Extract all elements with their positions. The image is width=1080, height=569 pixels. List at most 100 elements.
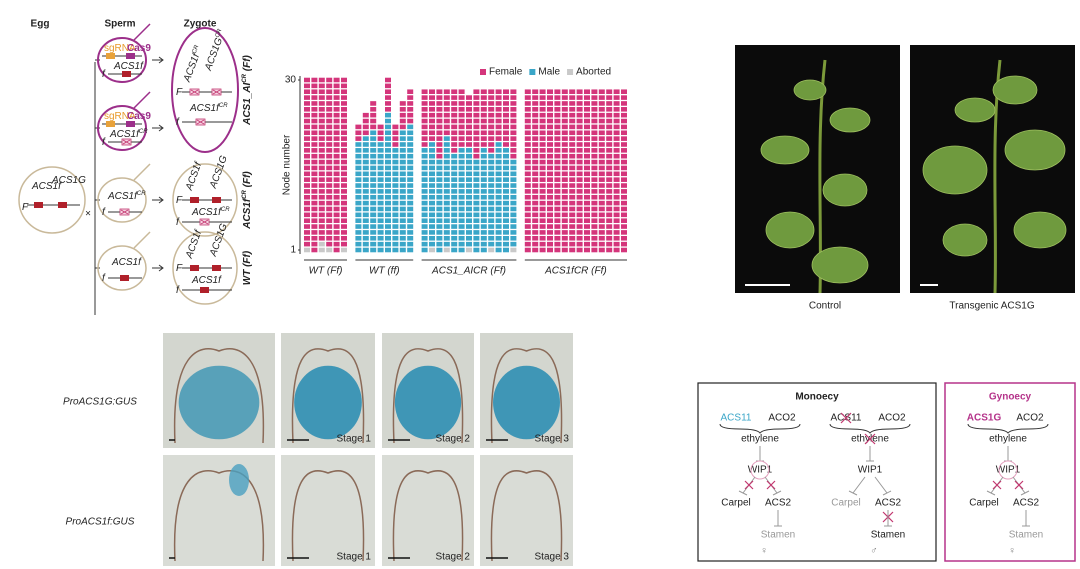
- node-cell: [377, 153, 384, 159]
- node-cell: [532, 95, 539, 100]
- node-cell: [429, 112, 435, 118]
- node-cell: [561, 142, 568, 147]
- node-cell: [621, 189, 627, 194]
- node-cell: [451, 194, 458, 200]
- node-cell: [362, 218, 369, 223]
- node-cell: [399, 142, 406, 147]
- node-cell: [480, 148, 487, 153]
- node-cell: [473, 89, 480, 95]
- node-cell: [569, 95, 576, 100]
- node-cell: [377, 124, 384, 130]
- node-cell: [326, 183, 333, 188]
- node-cell: [561, 171, 568, 177]
- node-cell: [429, 177, 435, 182]
- node-cell: [436, 101, 443, 106]
- node-cell: [613, 136, 620, 141]
- node-cell: [598, 224, 605, 229]
- node-cell: [524, 177, 531, 182]
- node-cell: [451, 177, 458, 182]
- node-cell: [443, 200, 450, 206]
- group-label: ACS1fCR (Ff): [544, 266, 607, 277]
- node-cell: [613, 212, 620, 218]
- node-cell: [436, 183, 443, 188]
- node-cell: [576, 200, 583, 206]
- node-cell: [407, 224, 414, 229]
- node-cell: [421, 112, 428, 118]
- node-cell: [569, 200, 576, 206]
- node-cell: [341, 142, 347, 147]
- cell-outline: [97, 105, 147, 151]
- genotype-label: ACS1fCR (Ff): [242, 171, 253, 230]
- node-cell: [524, 130, 531, 136]
- node-cell: [326, 107, 333, 112]
- node-cell: [370, 206, 377, 212]
- node-cell: [370, 241, 377, 247]
- node-cell: [495, 247, 502, 253]
- node-cell: [554, 241, 561, 247]
- node-cell: [407, 200, 414, 206]
- node-cell: [613, 118, 620, 124]
- node-cell: [569, 218, 576, 223]
- node-cell: [399, 235, 406, 241]
- node-cell: [318, 189, 325, 194]
- node-cell: [576, 218, 583, 223]
- node-cell: [524, 159, 531, 165]
- node-cell: [532, 177, 539, 182]
- node-cell: [333, 153, 340, 159]
- node-cell: [341, 101, 347, 106]
- node-cell: [584, 112, 590, 118]
- node-cell: [399, 101, 406, 106]
- node-cell: [311, 107, 318, 112]
- node-cell: [318, 230, 325, 235]
- tissue-outline: [173, 470, 265, 562]
- node-cell: [547, 142, 553, 147]
- node-cell: [392, 224, 399, 229]
- text-part: ACS1G: [51, 175, 86, 186]
- node-cell: [458, 235, 465, 241]
- column-header: Zygote: [184, 19, 217, 30]
- cell-outline: [171, 27, 239, 153]
- node-cell: [503, 224, 509, 229]
- node-cell: [621, 165, 627, 171]
- node-cell: [466, 183, 472, 188]
- node-cell: [598, 165, 605, 171]
- node-cell: [524, 194, 531, 200]
- node-cell: [377, 136, 384, 141]
- node-cell: [318, 159, 325, 165]
- node-cell: [451, 241, 458, 247]
- node-cell: [547, 171, 553, 177]
- node-cell: [591, 124, 598, 130]
- node-cell: [355, 177, 362, 182]
- node-cell: [311, 224, 318, 229]
- node-cell: [341, 177, 347, 182]
- label: F: [176, 263, 183, 274]
- node-cell: [591, 224, 598, 229]
- target: Stamen: [871, 530, 905, 541]
- node-cell: [466, 159, 472, 165]
- node-cell: [377, 189, 384, 194]
- node-cell: [598, 206, 605, 212]
- node-cell: [598, 148, 605, 153]
- node-cell: [510, 101, 517, 106]
- node-cell: [304, 171, 310, 177]
- node-cell: [621, 148, 627, 153]
- label: f: [176, 217, 180, 228]
- node-cell: [466, 118, 472, 124]
- node-cell: [584, 165, 590, 171]
- node-cell: [606, 107, 613, 112]
- node-cell: [458, 101, 465, 106]
- node-cell: [561, 200, 568, 206]
- node-cell: [451, 101, 458, 106]
- node-cell: [524, 95, 531, 100]
- node-cell: [606, 153, 613, 159]
- node-cell: [421, 118, 428, 124]
- node-cell: [318, 112, 325, 118]
- node-cell: [539, 212, 546, 218]
- node-cell: [488, 177, 495, 182]
- node-cell: [621, 218, 627, 223]
- node-cell: [311, 200, 318, 206]
- node-cell: [473, 189, 480, 194]
- node-cell: [473, 241, 480, 247]
- node-cell: [377, 177, 384, 182]
- node-cell: [576, 241, 583, 247]
